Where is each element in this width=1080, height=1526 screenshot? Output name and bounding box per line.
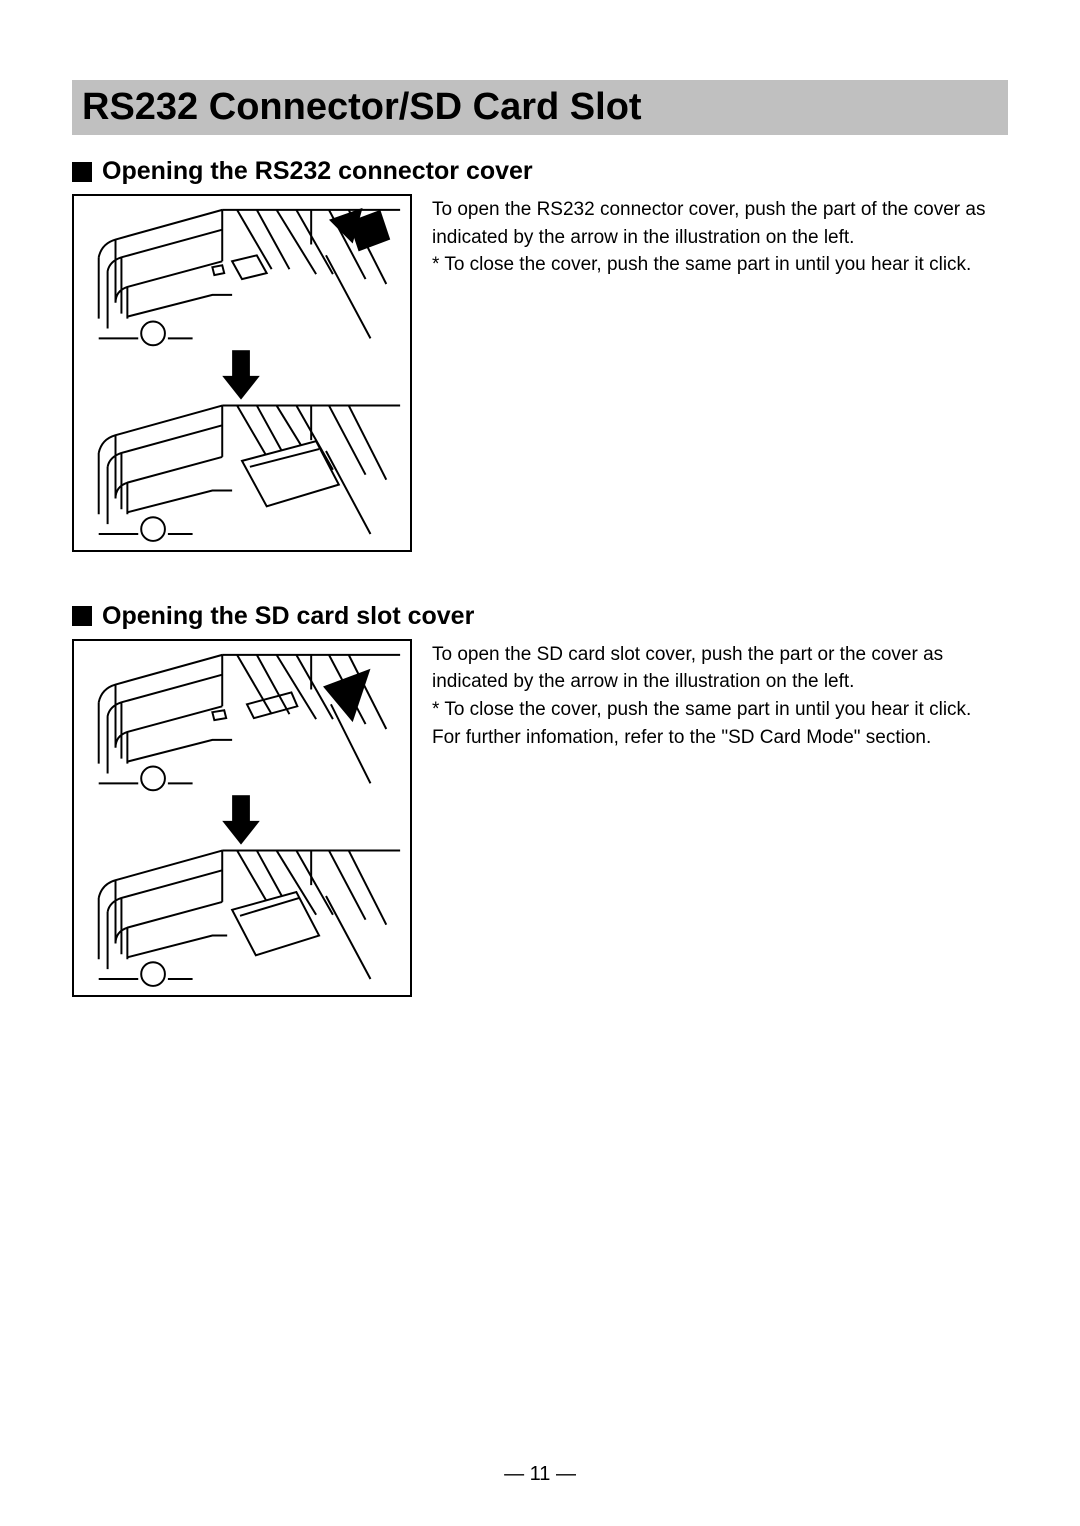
content-row: To open the RS232 connector cover, push … xyxy=(72,194,1008,552)
paragraph: * To close the cover, push the same part… xyxy=(432,696,1008,724)
diagram-rs232-icon xyxy=(74,200,410,546)
paragraph: To open the SD card slot cover, push the… xyxy=(432,641,1008,696)
page-title: RS232 Connector/SD Card Slot xyxy=(82,86,998,129)
text-column: To open the SD card slot cover, push the… xyxy=(432,639,1008,751)
title-bar: RS232 Connector/SD Card Slot xyxy=(72,80,1008,135)
square-bullet-icon xyxy=(72,606,92,626)
section-sdcard: Opening the SD card slot cover xyxy=(72,602,1008,997)
content-row: To open the SD card slot cover, push the… xyxy=(72,639,1008,997)
square-bullet-icon xyxy=(72,162,92,182)
section-heading: Opening the RS232 connector cover xyxy=(102,157,533,186)
paragraph: For further infomation, refer to the "SD… xyxy=(432,724,1008,752)
figure-rs232 xyxy=(72,194,412,552)
diagram-sdcard-icon xyxy=(74,645,410,991)
subheading-row: Opening the SD card slot cover xyxy=(72,602,1008,631)
section-rs232: Opening the RS232 connector cover xyxy=(72,157,1008,552)
subheading-row: Opening the RS232 connector cover xyxy=(72,157,1008,186)
document-page: RS232 Connector/SD Card Slot Opening the… xyxy=(0,0,1080,1087)
paragraph: * To close the cover, push the same part… xyxy=(432,251,1008,279)
figure-sdcard xyxy=(72,639,412,997)
page-number: — 11 — xyxy=(0,1463,1080,1486)
paragraph: To open the RS232 connector cover, push … xyxy=(432,196,1008,251)
text-column: To open the RS232 connector cover, push … xyxy=(432,194,1008,279)
section-heading: Opening the SD card slot cover xyxy=(102,602,474,631)
